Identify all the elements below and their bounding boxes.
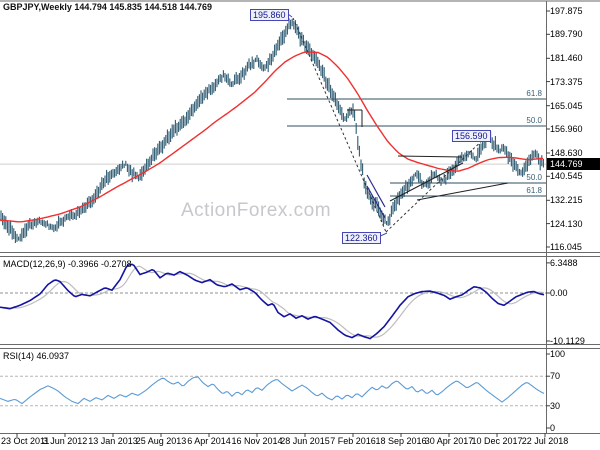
price-axis-label: 140.545	[550, 171, 583, 181]
trendline[interactable]	[416, 182, 509, 201]
rsi-axis-label: 70	[550, 371, 561, 381]
price-axis-label: 132.215	[550, 195, 583, 205]
date-label: 6 Apr 2014	[187, 436, 231, 446]
current-price-tag[interactable]: 144.769	[547, 158, 600, 170]
date-label: 25 Aug 2013	[135, 436, 187, 446]
macd-axis-label: -10.1129	[550, 336, 585, 346]
trendline[interactable]	[397, 155, 463, 158]
date-label: 10 Dec 2017	[471, 436, 523, 446]
rsi-line[interactable]	[0, 376, 545, 405]
fib-ratio-label: 61.8	[526, 186, 542, 195]
price-axis-label: 173.375	[550, 77, 583, 87]
tag-connector-line	[287, 13, 293, 18]
price-tag-label[interactable]: 195.860	[250, 9, 289, 21]
trendline[interactable]	[389, 162, 464, 202]
price-axis-label: 124.130	[550, 219, 583, 229]
date-label: 16 Nov 2014	[231, 436, 283, 446]
fib-ratio-label: 61.8	[526, 89, 542, 98]
price-axis-label: 148.630	[550, 148, 583, 158]
price-tag-label[interactable]: 156.590	[452, 130, 491, 142]
fib-ratio-label: 50.0	[526, 173, 542, 182]
date-label: 18 Sep 2016	[375, 436, 427, 446]
date-label: 22 Jul 2018	[521, 436, 569, 446]
macd-main-line[interactable]	[0, 263, 545, 340]
macd-indicator-label: MACD(12,26,9) -0.3966 -0.2708	[3, 259, 132, 269]
rsi-axis-label: 30	[550, 401, 561, 411]
date-label: 28 Jun 2015	[280, 436, 330, 446]
symbol-timeframe-ohlc-label: GBPJPY,Weekly 144.794 145.835 144.518 14…	[3, 2, 213, 12]
price-axis-label: 165.045	[550, 101, 583, 111]
price-axis-label: 181.460	[550, 53, 583, 63]
flag-channel-line[interactable]	[366, 185, 386, 219]
date-label: 7 Feb 2016	[330, 436, 376, 446]
price-bars-series[interactable]	[0, 18, 544, 243]
date-label: 13 Jan 2013	[88, 436, 138, 446]
date-label: 3 Jun 2012	[42, 436, 88, 446]
macd-signal-line	[0, 265, 545, 338]
price-axis-label: 189.790	[550, 29, 583, 39]
rsi-indicator-label: RSI(14) 46.0937	[3, 351, 70, 361]
watermark: ActionForex.com	[181, 200, 332, 221]
flag-channel-line[interactable]	[366, 174, 386, 208]
price-axis-label: 116.045	[550, 242, 582, 252]
date-label: 23 Oct 2011	[1, 436, 50, 446]
moving-average-line[interactable]	[0, 51, 544, 223]
macd-axis-label: 0.00	[550, 288, 568, 298]
dashed-trendline[interactable]	[385, 133, 490, 233]
price-axis-label: 197.875	[550, 6, 583, 16]
rsi-axis-label: 100	[550, 349, 566, 359]
rsi-axis-label: 0	[550, 423, 556, 433]
price-tag-label[interactable]: 122.360	[342, 232, 381, 244]
dashed-trendline[interactable]	[292, 17, 387, 233]
date-label: 30 Apr 2017	[424, 436, 474, 446]
macd-axis-label: 6.3488	[550, 258, 578, 268]
price-axis-label: 156.960	[550, 124, 583, 134]
fib-ratio-label: 50.0	[526, 116, 542, 125]
